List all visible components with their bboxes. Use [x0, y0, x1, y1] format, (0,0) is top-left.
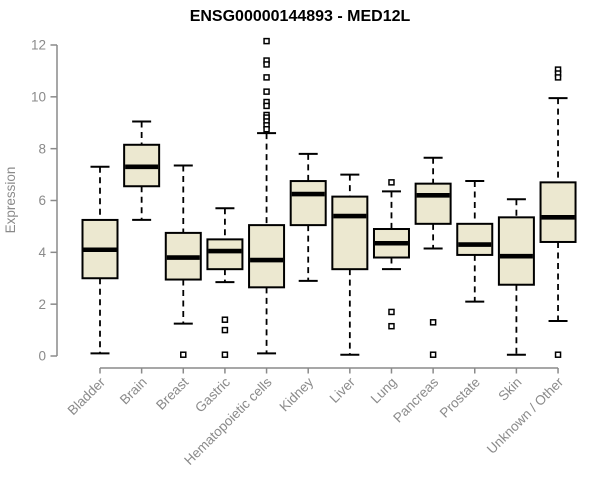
outlier-point	[221, 326, 229, 334]
x-label-breast: Breast	[153, 374, 191, 412]
box-liver	[331, 173, 369, 356]
x-label-liver: Liver	[327, 374, 359, 406]
y-tick-label-8: 8	[38, 141, 46, 156]
box-gastric	[206, 207, 244, 358]
iqr-box-unknown-other	[539, 181, 577, 243]
outlier-point	[263, 61, 270, 68]
box-series	[81, 37, 577, 358]
outlier-point	[221, 316, 229, 323]
iqr-box-kidney	[289, 180, 327, 227]
y-tick-label-2: 2	[38, 297, 46, 312]
y-tick-label-4: 4	[38, 245, 46, 260]
outlier-point	[388, 179, 395, 186]
chart-title: ENSG00000144893 - MED12L	[190, 8, 411, 25]
outlier-point	[263, 37, 270, 45]
y-tick-label-0: 0	[38, 349, 46, 364]
x-label-prostate: Prostate	[437, 375, 483, 421]
outlier-point	[429, 351, 437, 358]
x-label-bladder: Bladder	[65, 374, 109, 418]
y-axis-title: Expression	[3, 167, 18, 234]
x-label-pancreas: Pancreas	[390, 374, 441, 425]
outlier-point	[554, 351, 562, 358]
x-label-lung: Lung	[368, 375, 400, 407]
outlier-point	[180, 351, 187, 358]
outlier-point	[263, 74, 270, 81]
box-prostate	[456, 180, 494, 303]
box-skin	[497, 198, 535, 356]
x-label-unknown-other: Unknown / Other	[484, 374, 567, 457]
outlier-point	[221, 351, 229, 358]
iqr-box-gastric	[206, 238, 244, 271]
box-unknown-other	[539, 66, 577, 358]
y-tick-label-12: 12	[31, 38, 46, 53]
iqr-box-prostate	[456, 222, 494, 256]
outlier-point	[429, 319, 437, 326]
iqr-box-skin	[497, 216, 535, 286]
outlier-point	[554, 74, 562, 81]
box-brain	[123, 120, 161, 221]
box-hematopoietic-cells	[248, 37, 286, 355]
y-tick-label-6: 6	[38, 193, 46, 208]
outlier-point	[263, 102, 270, 110]
outlier-point	[263, 125, 270, 133]
box-breast	[164, 164, 202, 358]
x-label-brain: Brain	[117, 375, 150, 408]
iqr-box-liver	[331, 195, 369, 271]
x-label-gastric: Gastric	[192, 374, 233, 415]
outlier-point	[263, 88, 270, 95]
iqr-box-pancreas	[414, 182, 452, 225]
x-label-kidney: Kidney	[277, 374, 317, 414]
box-bladder	[81, 165, 119, 355]
y-axis: 0 2 4 6 8 10 12	[31, 38, 58, 364]
y-tick-label-10: 10	[31, 90, 46, 105]
x-label-skin: Skin	[495, 375, 524, 404]
box-kidney	[289, 152, 327, 282]
outlier-point	[388, 322, 395, 330]
iqr-box-hematopoietic-cells	[248, 224, 286, 289]
box-pancreas	[414, 156, 452, 358]
box-lung	[372, 179, 410, 330]
outlier-point	[388, 308, 395, 316]
